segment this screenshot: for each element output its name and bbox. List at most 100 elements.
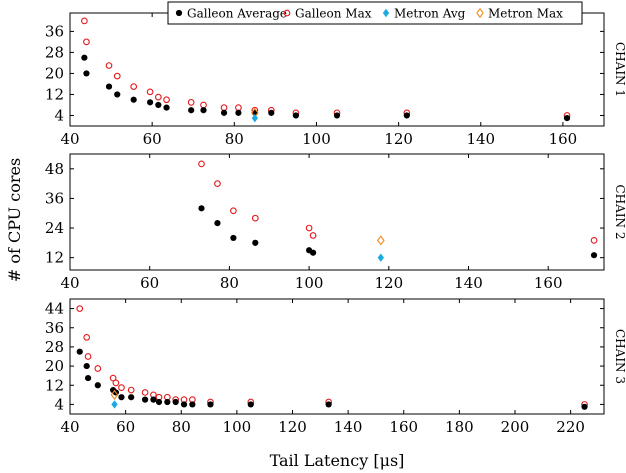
galleon-avg-point bbox=[230, 234, 237, 242]
legend-label: Galleon Max bbox=[295, 7, 372, 21]
galleon-max-point bbox=[130, 83, 138, 90]
galleon-max-point bbox=[81, 17, 88, 25]
x-tick-label: 160 bbox=[389, 418, 418, 436]
x-tick-label: 120 bbox=[384, 130, 413, 148]
x-tick-label: 40 bbox=[60, 274, 79, 292]
metron-max-point bbox=[110, 389, 119, 400]
galleon-avg-point bbox=[83, 362, 90, 370]
galleon-avg-point bbox=[180, 401, 188, 408]
x-tick-label: 100 bbox=[295, 274, 324, 292]
galleon-max-point bbox=[251, 214, 259, 222]
legend-label: Galleon Average bbox=[187, 7, 287, 21]
x-tick-label: 160 bbox=[549, 130, 578, 148]
galleon-max-point bbox=[105, 62, 113, 69]
x-tick-label: 160 bbox=[534, 274, 563, 292]
y-tick-label: 36 bbox=[45, 22, 64, 40]
plot-frame bbox=[69, 153, 605, 271]
x-axis-title: Tail Latency [μs] bbox=[270, 451, 405, 470]
galleon-avg-point bbox=[309, 249, 317, 256]
chart-panel-1: 40 60 80 100 120 140 160 4 12 20 28 36 CHAIN 1 bbox=[45, 12, 626, 148]
chart-panel-2: 40 60 80 100 120 140 160 12 24 36 48 CHAIN 2 bbox=[45, 153, 626, 292]
x-tick-label: 40 bbox=[60, 418, 79, 436]
galleon-max-point bbox=[146, 88, 154, 96]
galleon-avg-point bbox=[147, 99, 154, 106]
y-tick-label: 36 bbox=[45, 189, 64, 207]
galleon-max-point bbox=[76, 305, 84, 312]
galleon-max-point bbox=[94, 365, 102, 372]
x-tick-label: 200 bbox=[501, 418, 530, 436]
y-tick-label: 12 bbox=[45, 376, 64, 394]
galleon-avg-point bbox=[235, 109, 242, 116]
galleon-avg-point bbox=[214, 220, 221, 227]
y-tick-label: 4 bbox=[54, 106, 64, 124]
galleon-max-point bbox=[83, 38, 90, 46]
galleon-avg-point bbox=[84, 374, 92, 382]
galleon-max-point bbox=[154, 93, 162, 101]
x-tick-label: 80 bbox=[225, 130, 244, 148]
galleon-max-point bbox=[84, 353, 92, 360]
galleon-max-point bbox=[141, 389, 149, 396]
x-tick-label: 220 bbox=[556, 418, 585, 436]
x-tick-label: 120 bbox=[278, 418, 307, 436]
x-tick-label: 140 bbox=[334, 418, 363, 436]
plot-frame bbox=[69, 298, 605, 415]
x-tick-label: 60 bbox=[116, 418, 135, 436]
galleon-avg-point bbox=[268, 109, 275, 116]
legend-label: Metron Avg bbox=[394, 7, 466, 21]
y-tick-label: 28 bbox=[45, 338, 64, 356]
galleon-avg-point bbox=[563, 115, 571, 122]
panel-label: CHAIN 1 bbox=[613, 42, 626, 97]
y-tick-label: 36 bbox=[45, 319, 64, 337]
y-tick-label: 4 bbox=[54, 395, 64, 413]
galleon-avg-point bbox=[198, 205, 205, 212]
galleon-max-point bbox=[118, 384, 125, 391]
metron-avg-legend-marker bbox=[382, 8, 390, 18]
galleon-avg-point bbox=[403, 112, 410, 119]
galleon-max-point bbox=[590, 237, 598, 244]
galleon-max-point bbox=[198, 160, 205, 168]
galleon-avg-point bbox=[200, 107, 207, 114]
galleon-avg-point bbox=[292, 112, 300, 119]
galleon-avg-legend-marker bbox=[175, 9, 183, 17]
y-tick-label: 20 bbox=[45, 357, 64, 375]
x-tick-label: 40 bbox=[60, 130, 79, 148]
galleon-max-point bbox=[109, 374, 117, 382]
galleon-avg-point bbox=[105, 83, 113, 90]
galleon-avg-point bbox=[252, 239, 259, 246]
galleon-avg-point bbox=[590, 252, 598, 259]
x-tick-label: 80 bbox=[220, 274, 239, 292]
galleon-avg-point bbox=[155, 398, 163, 406]
metron-max-point bbox=[376, 235, 385, 246]
galleon-avg-point bbox=[128, 394, 135, 401]
metron-max-legend-marker bbox=[476, 7, 484, 19]
galleon-avg-point bbox=[114, 91, 121, 98]
galleon-max-point bbox=[113, 72, 121, 80]
galleon-max-point bbox=[83, 333, 91, 341]
metron-avg-point bbox=[111, 400, 118, 409]
metron-avg-point bbox=[251, 113, 258, 123]
galleon-avg-point bbox=[581, 403, 588, 410]
galleon-avg-point bbox=[189, 401, 196, 408]
x-tick-label: 120 bbox=[374, 274, 403, 292]
galleon-avg-point bbox=[130, 96, 137, 103]
metron-avg-point bbox=[377, 253, 384, 262]
galleon-avg-point bbox=[163, 104, 170, 111]
x-tick-label: 80 bbox=[172, 418, 191, 436]
y-axis-title: # of CPU cores bbox=[5, 158, 24, 282]
legend-box bbox=[167, 1, 583, 25]
galleon-max-legend-marker bbox=[283, 9, 291, 17]
galleon-avg-point bbox=[164, 398, 171, 406]
galleon-max-point bbox=[163, 96, 170, 104]
galleon-max-point bbox=[127, 386, 135, 394]
galleon-avg-point bbox=[150, 396, 157, 403]
panel-label: CHAIN 3 bbox=[613, 329, 626, 384]
galleon-max-point bbox=[112, 379, 120, 387]
y-tick-label: 12 bbox=[45, 249, 64, 267]
y-tick-label: 12 bbox=[45, 85, 64, 103]
galleon-max-point bbox=[309, 232, 317, 239]
galleon-max-point bbox=[230, 207, 237, 215]
y-tick-label: 24 bbox=[45, 219, 64, 237]
